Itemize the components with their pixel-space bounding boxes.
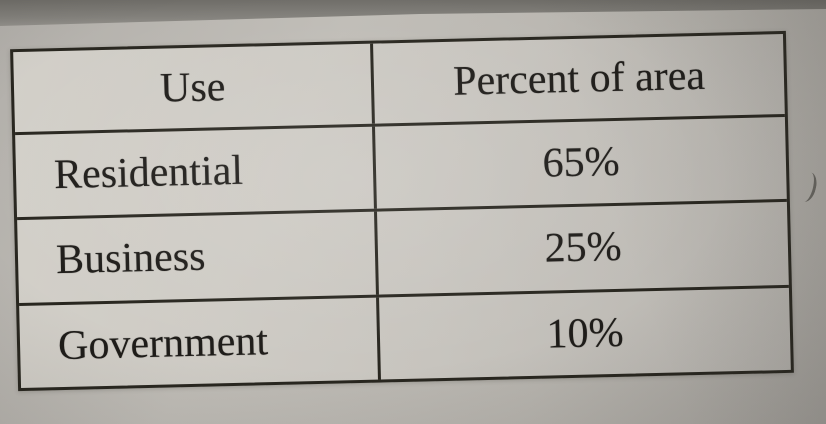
stray-pen-mark xyxy=(795,170,820,204)
page-edge-shadow xyxy=(0,0,826,26)
column-header-percent: Percent of area xyxy=(452,52,706,105)
cell-percent-business: 25% xyxy=(544,224,623,273)
cell-use-business: Business xyxy=(17,211,380,303)
column-header-use: Use xyxy=(13,43,376,133)
land-use-table: Use Percent of area Residential 65% Busi… xyxy=(10,30,794,392)
cell-percent-residential: 65% xyxy=(542,139,621,187)
cell-use-government: Government xyxy=(19,297,382,389)
cell-use-residential: Residential xyxy=(15,126,378,218)
cell-percent-government: 10% xyxy=(546,309,625,358)
table-row: Government 10% xyxy=(19,284,791,389)
